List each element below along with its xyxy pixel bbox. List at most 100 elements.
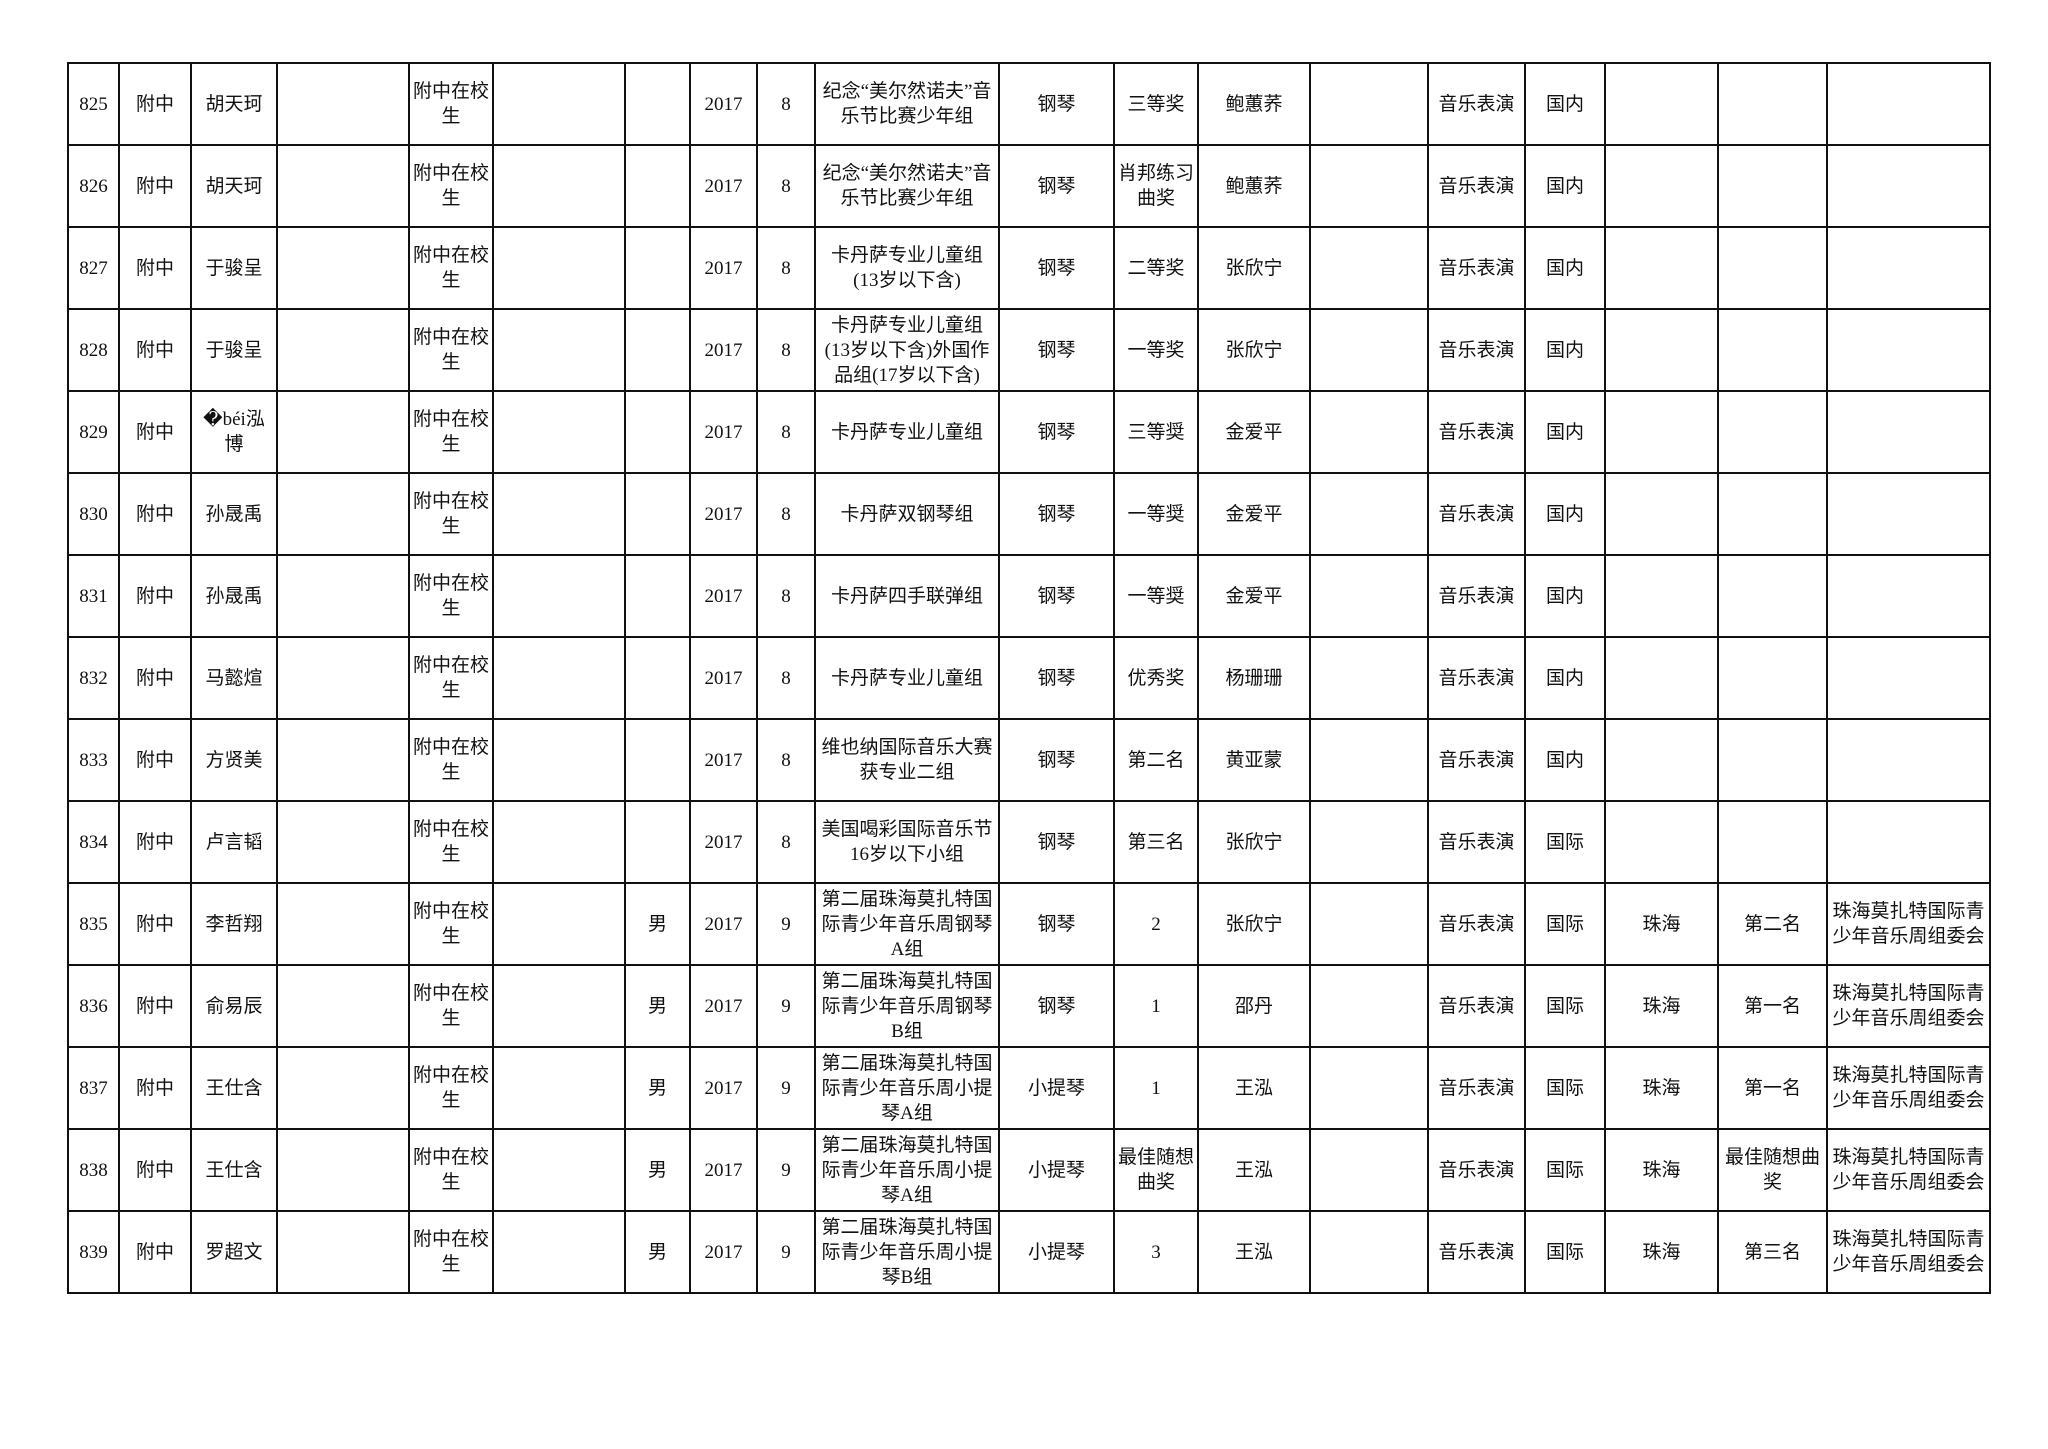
unit-text: 附中 xyxy=(135,421,174,443)
cell-student-status: 附中在校生 xyxy=(408,62,494,146)
cell-blank-col-6 xyxy=(492,144,626,228)
competition-text: 第二届珠海莫扎特国际青少年音乐周钢琴B组 xyxy=(821,970,993,1042)
month-text: 8 xyxy=(781,667,791,689)
gender-text: 男 xyxy=(647,913,667,935)
record-number-text: 831 xyxy=(79,585,108,607)
student-status-text: 附中在校生 xyxy=(413,573,489,619)
cell-teacher: 鲍蕙荞 xyxy=(1197,62,1311,146)
cell-gender xyxy=(624,636,691,720)
instrument-text: 钢琴 xyxy=(1037,585,1076,607)
teacher-text: 黄亚蒙 xyxy=(1225,749,1283,771)
table-row: 828 附中 于骏呈 附中在校生 2017 8 卡丹萨专业儿童组(13岁以下含)外国作品组(… xyxy=(67,308,1991,392)
instrument-text: 钢琴 xyxy=(1037,995,1076,1017)
unit-text: 附中 xyxy=(135,913,174,935)
cell-student-status: 附中在校生 xyxy=(408,554,494,638)
cell-category: 音乐表演 xyxy=(1427,472,1526,556)
gender-text: 男 xyxy=(647,1159,667,1181)
cell-location: 珠海 xyxy=(1604,964,1719,1048)
cell-year: 2017 xyxy=(689,554,758,638)
month-text: 8 xyxy=(781,339,791,361)
instrument-text: 钢琴 xyxy=(1037,667,1076,689)
student-name-text: 胡天珂 xyxy=(205,175,263,197)
cell-rank xyxy=(1717,308,1828,392)
student-name-text: 李哲翔 xyxy=(205,913,263,935)
cell-student-status: 附中在校生 xyxy=(408,800,494,884)
cell-instrument: 钢琴 xyxy=(998,636,1115,720)
teacher-text: 张欣宁 xyxy=(1225,831,1283,853)
cell-student-status: 附中在校生 xyxy=(408,472,494,556)
cell-unit: 附中 xyxy=(118,636,192,720)
cell-category: 音乐表演 xyxy=(1427,882,1526,966)
unit-text: 附中 xyxy=(135,257,174,279)
cell-year: 2017 xyxy=(689,62,758,146)
cell-blank-col-14 xyxy=(1309,964,1429,1048)
cell-blank-col-6 xyxy=(492,62,626,146)
location-text: 珠海 xyxy=(1642,913,1681,935)
award-text: 一等奨 xyxy=(1127,503,1185,525)
competition-text: 卡丹萨专业儿童组 xyxy=(830,421,983,443)
table-row: 827 附中 于骏呈 附中在校生 2017 8 卡丹萨专业儿童组(13岁以下含) 钢琴 二等奖 张… xyxy=(67,226,1991,310)
award-text: 1 xyxy=(1151,1077,1161,1099)
cell-location xyxy=(1604,144,1719,228)
table-row: 830 附中 孙晟禹 附中在校生 2017 8 卡丹萨双钢琴组 钢琴 一等奨 金爱平 音乐表演 国内 xyxy=(67,472,1991,556)
student-name-text: 方贤美 xyxy=(205,749,263,771)
year-text: 2017 xyxy=(704,1241,743,1263)
year-text: 2017 xyxy=(704,667,743,689)
record-number-text: 830 xyxy=(79,503,108,525)
cell-record-number: 827 xyxy=(67,226,120,310)
cell-blank-col-14 xyxy=(1309,882,1429,966)
record-number-text: 836 xyxy=(79,995,108,1017)
competition-text: 维也纳国际音乐大赛获专业二组 xyxy=(821,737,993,783)
cell-student-status: 附中在校生 xyxy=(408,882,494,966)
scope-text: 国内 xyxy=(1545,749,1584,771)
unit-text: 附中 xyxy=(135,93,174,115)
cell-student-name: 卢言韬 xyxy=(190,800,278,884)
cell-record-number: 826 xyxy=(67,144,120,228)
rank-text: 最佳随想曲奖 xyxy=(1724,1147,1820,1193)
cell-gender xyxy=(624,554,691,638)
cell-organizer xyxy=(1826,718,1991,802)
record-number-text: 839 xyxy=(79,1241,108,1263)
cell-blank-col-14 xyxy=(1309,308,1429,392)
cell-student-name: 胡天珂 xyxy=(190,144,278,228)
cell-month: 8 xyxy=(756,718,816,802)
cell-blank-col-4 xyxy=(276,144,410,228)
award-text: 二等奖 xyxy=(1127,257,1185,279)
cell-unit: 附中 xyxy=(118,226,192,310)
award-text: 第二名 xyxy=(1127,749,1185,771)
cell-year: 2017 xyxy=(689,144,758,228)
cell-blank-col-6 xyxy=(492,718,626,802)
teacher-text: 王泓 xyxy=(1234,1159,1273,1181)
cell-gender xyxy=(624,718,691,802)
cell-instrument: 钢琴 xyxy=(998,390,1115,474)
record-number-text: 827 xyxy=(79,257,108,279)
cell-gender: 男 xyxy=(624,1210,691,1294)
cell-scope: 国内 xyxy=(1524,144,1606,228)
table-row: 833 附中 方贤美 附中在校生 2017 8 维也纳国际音乐大赛获专业二组 钢琴 第二名 黄亚蒙… xyxy=(67,718,1991,802)
cell-competition: 第二届珠海莫扎特国际青少年音乐周钢琴B组 xyxy=(814,964,1000,1048)
cell-competition: 第二届珠海莫扎特国际青少年音乐周小提琴A组 xyxy=(814,1128,1000,1212)
cell-organizer xyxy=(1826,62,1991,146)
award-text: 1 xyxy=(1151,995,1161,1017)
scope-text: 国际 xyxy=(1545,1159,1584,1181)
cell-student-status: 附中在校生 xyxy=(408,144,494,228)
cell-blank-col-6 xyxy=(492,882,626,966)
cell-rank: 第三名 xyxy=(1717,1210,1828,1294)
cell-year: 2017 xyxy=(689,1128,758,1212)
cell-record-number: 835 xyxy=(67,882,120,966)
award-text: 优秀奖 xyxy=(1127,667,1185,689)
cell-blank-col-6 xyxy=(492,1210,626,1294)
cell-award: 一等奨 xyxy=(1113,472,1199,556)
cell-scope: 国内 xyxy=(1524,226,1606,310)
rank-text: 第一名 xyxy=(1743,995,1801,1017)
competition-text: 卡丹萨专业儿童组(13岁以下含)外国作品组(17岁以下含) xyxy=(824,314,990,386)
scope-text: 国内 xyxy=(1545,667,1584,689)
cell-award: 肖邦练习曲奖 xyxy=(1113,144,1199,228)
cell-month: 8 xyxy=(756,62,816,146)
cell-unit: 附中 xyxy=(118,308,192,392)
table-row: 837 附中 王仕含 附中在校生 男 2017 9 第二届珠海莫扎特国际青少年音乐周小提琴A组… xyxy=(67,1046,1991,1130)
cell-blank-col-4 xyxy=(276,882,410,966)
student-name-text: 于骏呈 xyxy=(205,339,263,361)
cell-teacher: 鲍蕙荞 xyxy=(1197,144,1311,228)
competition-text: 第二届珠海莫扎特国际青少年音乐周小提琴B组 xyxy=(821,1216,993,1288)
